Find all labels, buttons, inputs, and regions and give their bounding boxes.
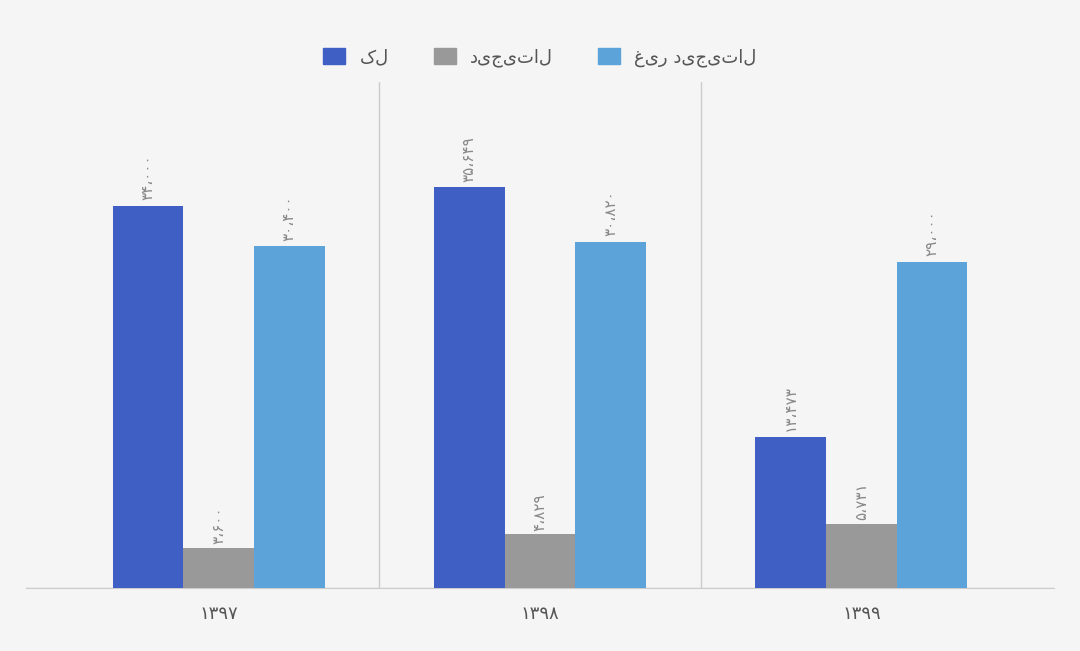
Text: ۲۹،۰۰۰: ۲۹،۰۰۰ <box>924 211 940 256</box>
Text: ۳۰،۸۲۰: ۳۰،۸۲۰ <box>604 190 618 236</box>
Bar <box>755 437 826 589</box>
Text: ۳۵،۶۴۹: ۳۵،۶۴۹ <box>462 136 476 182</box>
Bar <box>112 206 184 589</box>
Text: ۴،۸۲۹: ۴،۸۲۹ <box>532 493 548 531</box>
Bar <box>434 187 504 589</box>
Text: ۳۰،۴۰۰: ۳۰،۴۰۰ <box>282 195 297 241</box>
Text: ۳،۶۰۰: ۳،۶۰۰ <box>211 507 226 544</box>
Bar <box>504 534 576 589</box>
Text: ۵،۷۳۱: ۵،۷۳۱ <box>854 483 869 521</box>
Text: ۳۴،۰۰۰: ۳۴،۰۰۰ <box>140 155 156 201</box>
Text: ۱۳،۴۷۳: ۱۳،۴۷۳ <box>783 385 798 431</box>
Legend: کل, دیجیتال, غیر دیجیتال: کل, دیجیتال, غیر دیجیتال <box>316 40 764 74</box>
Bar <box>254 246 325 589</box>
Bar <box>576 242 646 589</box>
Bar <box>184 548 254 589</box>
Bar <box>896 262 968 589</box>
Bar <box>826 524 896 589</box>
